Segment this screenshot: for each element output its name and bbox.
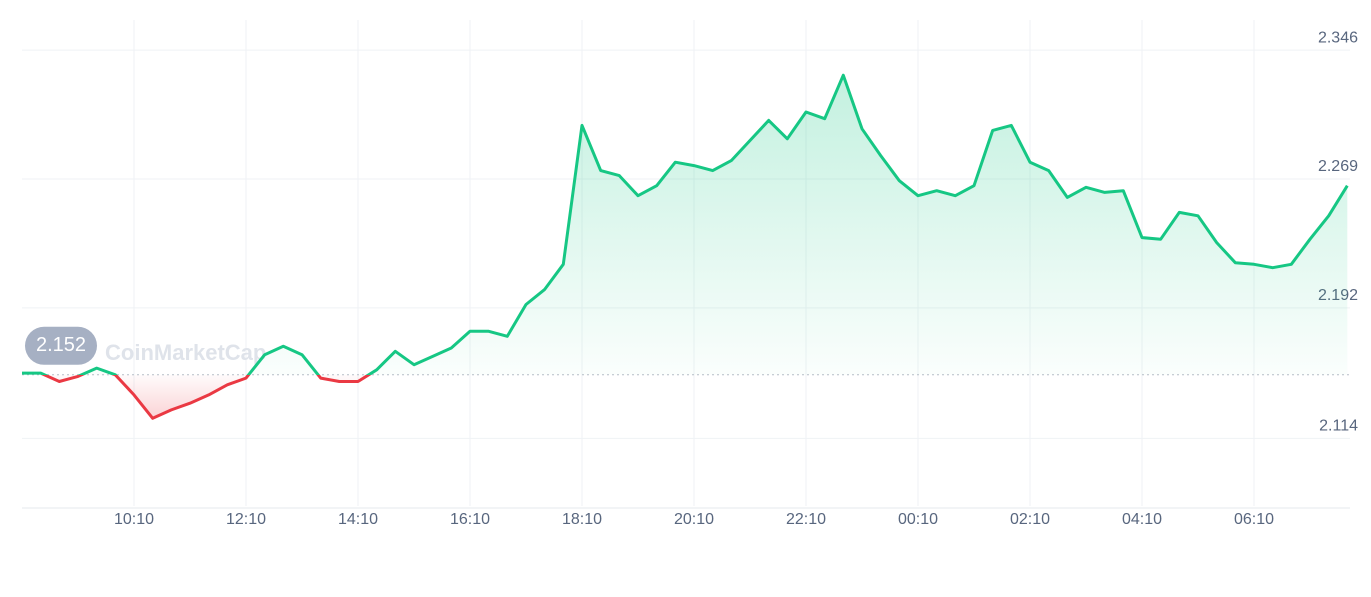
watermark: CoinMarketCap	[105, 340, 266, 365]
price-area	[22, 75, 1348, 419]
x-tick-label: 00:10	[898, 511, 938, 528]
baseline-label: 2.152	[36, 334, 86, 356]
x-tick-label: 14:10	[338, 511, 378, 528]
price-line	[22, 73, 1349, 420]
x-tick-label: 16:10	[450, 511, 490, 528]
x-tick-label: 10:10	[114, 511, 154, 528]
x-tick-label: 04:10	[1122, 511, 1162, 528]
x-tick-label: 20:10	[674, 511, 714, 528]
x-tick-label: 02:10	[1010, 511, 1050, 528]
y-tick-label: 2.346	[1318, 29, 1358, 46]
x-tick-label: 22:10	[786, 511, 826, 528]
y-tick-label: 2.269	[1318, 158, 1358, 175]
x-tick-label: 12:10	[226, 511, 266, 528]
y-tick-label: 2.114	[1319, 418, 1358, 435]
x-tick-label: 18:10	[562, 511, 602, 528]
baseline-label-bg	[25, 326, 97, 365]
x-tick-label: 06:10	[1234, 511, 1274, 528]
